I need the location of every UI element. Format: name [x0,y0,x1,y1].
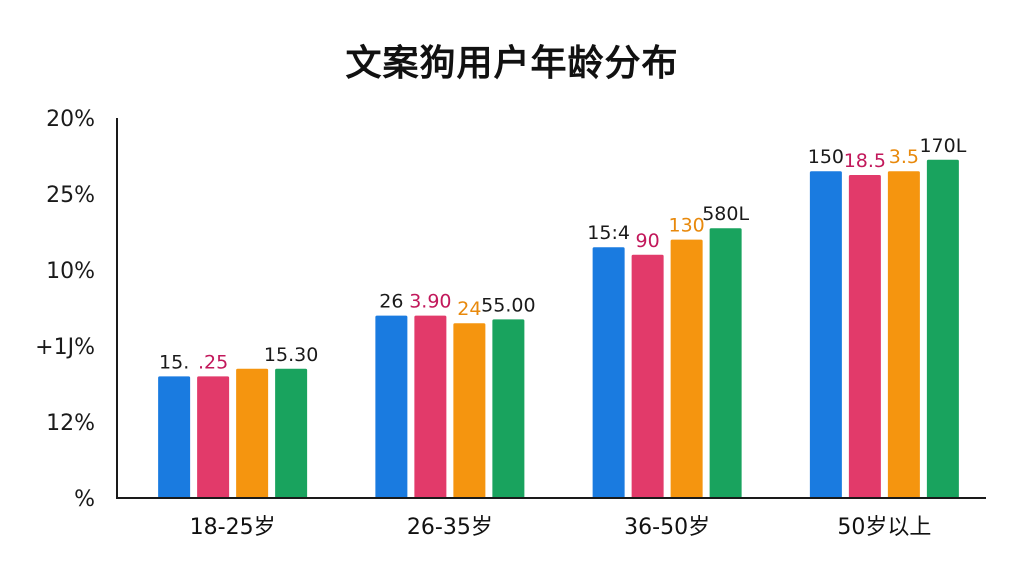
bar [887,171,920,498]
data-label: 26 [379,291,403,313]
data-label: 150 [808,146,844,168]
y-tick-label: 20% [46,107,95,132]
bars [158,159,959,499]
bar [592,247,625,498]
bar [414,315,447,498]
data-label: 55.00 [481,294,535,316]
y-tick-label: +1J% [35,335,95,360]
bar [670,239,703,498]
bar [197,376,230,498]
y-tick-label: 25% [46,183,95,208]
data-label: 90 [636,230,660,252]
bar [492,319,525,498]
data-label: 15:4 [587,222,630,244]
y-tick-label: 12% [46,411,95,436]
y-axis-ticks: 20% 25% 10% +1J% 12%% [35,107,95,512]
data-label: 15. [159,351,189,373]
x-category-label: 18-25岁 [190,515,276,540]
bar [631,254,664,498]
bar [158,376,191,498]
bar [375,315,408,498]
bar [709,228,742,498]
bar [453,323,486,498]
data-label: 170L [919,135,966,157]
data-label: 3.90 [409,291,451,313]
data-label: 15.30 [264,344,318,366]
data-label: 3.5 [889,146,919,168]
data-label: .25 [198,351,228,373]
y-tick-label: 10% [46,259,95,284]
y-tick-label: % [74,487,95,512]
data-label: 24 [457,298,481,320]
bar [926,159,959,499]
x-category-label: 26-35岁 [407,515,493,540]
data-label: 580L [702,203,749,225]
bar [809,171,842,498]
x-axis-categories: 18-25岁 26-35岁 36-50岁 50岁以上 [190,515,932,540]
data-label: 18.5 [844,150,886,172]
chart-title: 文案狗用户年龄分布 [345,43,679,84]
data-label: 130 [668,215,704,237]
bar [236,368,269,498]
x-category-label: 50岁以上 [837,515,931,540]
bar [848,175,881,498]
bar [275,368,308,498]
x-category-label: 36-50岁 [624,515,710,540]
